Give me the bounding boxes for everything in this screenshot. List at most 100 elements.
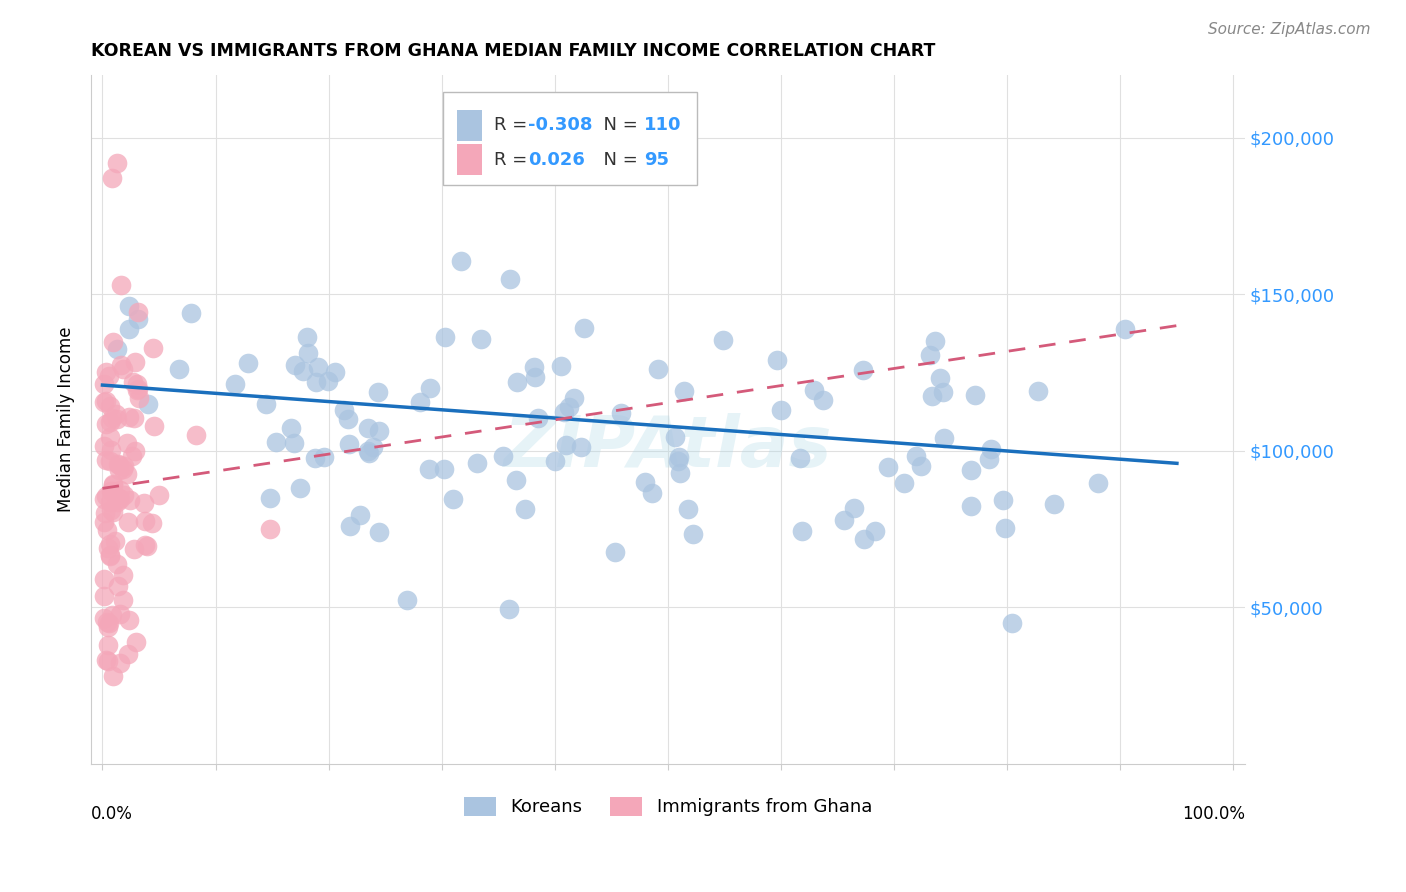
Text: 95: 95 — [644, 151, 669, 169]
Point — [135, 539, 157, 553]
Point — [93, 492, 115, 507]
Point — [94, 365, 117, 379]
Point — [994, 520, 1017, 534]
Point — [832, 513, 855, 527]
Point — [711, 333, 734, 347]
Point — [634, 475, 657, 490]
Point — [96, 541, 118, 555]
Point — [921, 388, 943, 402]
Point — [877, 459, 900, 474]
Text: 110: 110 — [644, 117, 682, 135]
Point — [143, 419, 166, 434]
Point — [132, 496, 155, 510]
Point — [127, 382, 149, 396]
Point — [100, 171, 122, 186]
Text: 0.026: 0.026 — [529, 151, 585, 169]
Point — [467, 456, 489, 470]
Point — [904, 449, 927, 463]
Point — [100, 503, 122, 517]
Point — [118, 613, 141, 627]
Point — [498, 271, 520, 285]
Point — [127, 312, 149, 326]
Point — [110, 278, 132, 293]
Point — [125, 384, 148, 398]
Point — [513, 502, 536, 516]
Point — [120, 493, 142, 508]
Point — [115, 435, 138, 450]
Point — [184, 428, 207, 442]
Point — [100, 443, 122, 458]
Point — [104, 533, 127, 548]
Point — [148, 488, 170, 502]
Point — [418, 462, 440, 476]
Point — [332, 403, 354, 417]
Point — [108, 607, 131, 621]
Point — [167, 362, 190, 376]
Point — [236, 356, 259, 370]
Point — [107, 579, 129, 593]
Point — [108, 491, 131, 505]
Point — [280, 421, 302, 435]
Point — [105, 343, 128, 357]
Point — [555, 438, 578, 452]
Point — [284, 358, 307, 372]
Point — [803, 383, 825, 397]
Point — [605, 544, 627, 558]
Point — [932, 431, 955, 445]
Point — [640, 486, 662, 500]
Point — [368, 424, 391, 438]
Point — [283, 436, 305, 450]
Point — [122, 541, 145, 556]
Point — [960, 499, 983, 513]
Point — [1001, 615, 1024, 630]
Point — [96, 653, 118, 667]
Point — [323, 365, 346, 379]
Point — [94, 394, 117, 409]
Point — [357, 446, 380, 460]
Point — [112, 488, 135, 502]
Point — [115, 467, 138, 481]
Point — [666, 454, 689, 468]
Point — [254, 397, 277, 411]
Point — [264, 434, 287, 449]
FancyBboxPatch shape — [457, 110, 482, 141]
Point — [929, 370, 952, 384]
Text: N =: N = — [592, 117, 644, 135]
Point — [291, 364, 314, 378]
Point — [103, 477, 125, 491]
Point — [558, 400, 581, 414]
Point — [963, 387, 986, 401]
Point — [122, 375, 145, 389]
Point — [259, 491, 281, 506]
Point — [932, 385, 955, 400]
Point — [769, 403, 792, 417]
Point — [110, 358, 132, 372]
Point — [523, 359, 546, 374]
Point — [124, 355, 146, 369]
Point — [419, 382, 441, 396]
Point — [524, 370, 547, 384]
Point — [134, 514, 156, 528]
Point — [117, 515, 139, 529]
Point — [111, 362, 134, 376]
Point — [853, 532, 876, 546]
Point — [97, 654, 120, 668]
Point — [609, 406, 631, 420]
Point — [337, 412, 360, 426]
Point — [111, 462, 134, 476]
Point — [127, 304, 149, 318]
Point — [93, 589, 115, 603]
Point — [316, 374, 339, 388]
Point — [441, 491, 464, 506]
Legend: Koreans, Immigrants from Ghana: Koreans, Immigrants from Ghana — [457, 790, 879, 823]
Point — [259, 522, 281, 536]
Point — [980, 442, 1002, 457]
Point — [295, 330, 318, 344]
Text: 0.0%: 0.0% — [91, 805, 134, 823]
Point — [100, 483, 122, 498]
Point — [297, 346, 319, 360]
Point — [118, 299, 141, 313]
Point — [553, 405, 575, 419]
Point — [101, 410, 124, 425]
Point — [852, 363, 875, 377]
